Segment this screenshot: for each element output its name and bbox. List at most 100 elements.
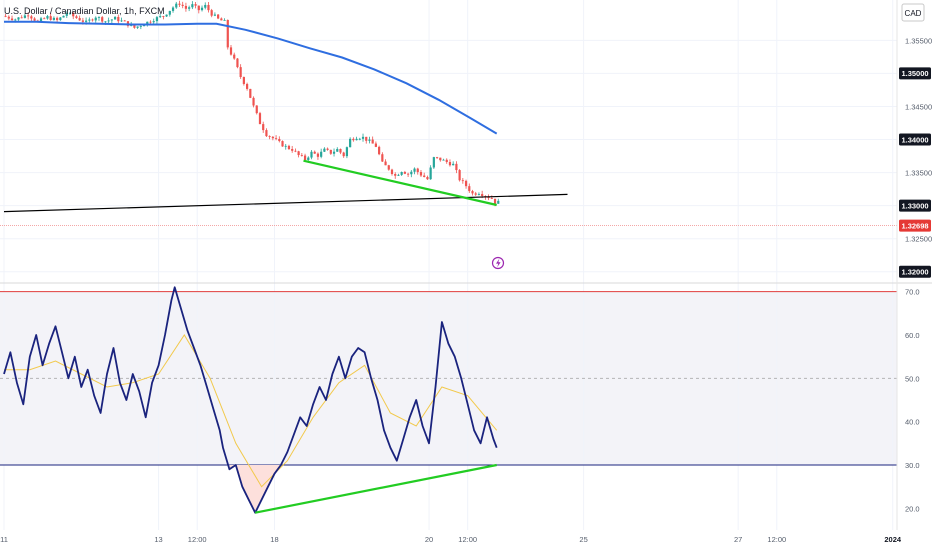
candle-body: [188, 7, 191, 9]
candle-body: [94, 17, 97, 21]
time-tick-label: 25: [579, 535, 587, 544]
currency-button-frame[interactable]: [901, 3, 925, 22]
candle-body: [336, 148, 339, 152]
candle-body: [316, 153, 320, 157]
candle-body: [278, 138, 281, 142]
candle-body: [56, 17, 59, 21]
candle-body: [10, 18, 14, 21]
price-candles: [4, 0, 500, 207]
candle-body: [184, 5, 188, 9]
candle-body: [139, 26, 142, 27]
candle-body: [464, 180, 468, 187]
candle-body: [162, 16, 165, 17]
candle-body: [78, 18, 81, 21]
oscillator-band: [0, 291, 897, 465]
candle-body: [181, 4, 184, 6]
candle-body: [419, 172, 423, 176]
candle-body: [85, 20, 88, 22]
candle-body: [43, 18, 46, 20]
price-badge: [899, 265, 931, 278]
oscillator-lines: [3, 286, 498, 514]
currency-button-label[interactable]: CAD: [905, 9, 922, 18]
symbol-title: U.S. Dollar / Canadian Dollar, 1h, FXCM: [4, 6, 165, 16]
candle-body: [493, 198, 497, 204]
candle-body: [381, 154, 384, 162]
candle-body: [142, 25, 146, 27]
candle-body: [471, 191, 474, 194]
candle-body: [429, 167, 432, 180]
candle-body: [155, 17, 159, 22]
time-axis: 11 13 12:00 18 20 12:00 25 27 12:00 2024: [0, 535, 902, 544]
candle-body: [210, 10, 213, 16]
time-tick-label: 20: [425, 535, 433, 544]
candle-body: [171, 7, 175, 11]
oscillator-scale: 70.0 60.0 50.0 40.0 30.0 20.0: [905, 288, 920, 514]
candle-body: [101, 17, 104, 22]
price-divergence-line: [303, 159, 497, 207]
candle-body: [149, 21, 152, 23]
candle-body: [400, 172, 403, 175]
price-scale: 1.35500 1.34500 1.33500 1.32500 1.35000 1.340…: [899, 36, 932, 278]
candle-body: [123, 20, 126, 22]
price-badge-label: 1.32698: [901, 221, 928, 230]
candle-body: [136, 26, 139, 28]
time-tick-label: 13: [154, 535, 162, 544]
candle-body: [384, 161, 387, 166]
candle-body: [113, 16, 117, 20]
time-tick-label: 18: [270, 535, 278, 544]
candle-body: [413, 168, 416, 172]
candle-body: [378, 146, 381, 155]
oscillator-tick-label: 70.0: [905, 288, 920, 297]
candle-body: [236, 58, 239, 68]
candle-body: [88, 19, 91, 21]
candle-body: [72, 12, 75, 17]
candle-body: [110, 19, 113, 21]
candle-body: [175, 3, 178, 8]
candle-body: [342, 152, 345, 157]
candle-body: [46, 16, 49, 19]
candle-body: [490, 198, 493, 199]
candle-body: [191, 4, 194, 8]
candle-body: [365, 136, 368, 141]
candle-body: [14, 19, 17, 21]
candle-body: [200, 7, 204, 11]
time-tick-label: 11: [0, 535, 8, 544]
candle-body: [265, 130, 268, 137]
candle-body: [349, 138, 352, 148]
candle-body: [262, 124, 265, 131]
candle-body: [62, 15, 65, 18]
currency-button[interactable]: CAD: [901, 3, 925, 22]
oscillator-divergence-line: [254, 463, 497, 514]
candle-body: [274, 138, 278, 140]
candle-body: [120, 20, 123, 22]
candle-body: [355, 138, 358, 141]
candle-body: [303, 155, 307, 161]
candle-body: [452, 163, 455, 166]
candle-body: [390, 169, 394, 175]
candle-body: [358, 138, 361, 140]
candle-body: [168, 10, 171, 15]
lightning-bolt-icon[interactable]: [491, 256, 505, 270]
oversold-fill: [229, 465, 281, 513]
time-tick-label: 2024: [884, 535, 902, 544]
lightning-bolt-icon-glyph[interactable]: [496, 258, 501, 268]
oscillator-tick-label: 50.0: [905, 374, 920, 383]
moving-average-line: [4, 20, 498, 135]
candle-body: [497, 200, 500, 204]
candle-body: [7, 16, 10, 19]
candle-body: [107, 20, 110, 22]
price-overlays: [0, 20, 897, 227]
price-tick-label: 1.34500: [905, 102, 932, 111]
candle-body: [59, 17, 62, 21]
candle-body: [300, 155, 303, 156]
price-badge-label: 1.34000: [901, 135, 928, 144]
candle-body: [287, 145, 291, 150]
candle-body: [458, 170, 461, 181]
candle-body: [445, 159, 448, 163]
price-badge-label: 1.32000: [901, 268, 928, 277]
candle-body: [226, 19, 229, 48]
time-tick-label: 12:00: [767, 535, 786, 544]
candle-body: [268, 136, 271, 137]
candle-body: [258, 113, 262, 125]
